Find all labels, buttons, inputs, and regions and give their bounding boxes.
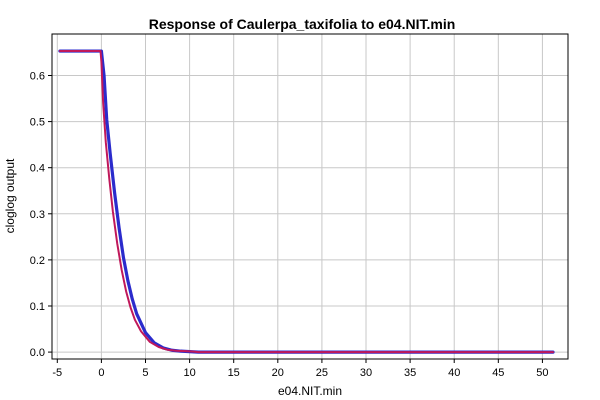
chart-title: Response of Caulerpa_taxifolia to e04.NI… xyxy=(149,16,456,32)
plot-frame xyxy=(51,33,569,360)
x-tick-label: 40 xyxy=(448,367,460,379)
x-tick-label: 30 xyxy=(360,367,372,379)
y-axis-ticks: 0.0 0.1 0.2 0.3 0.4 0.5 0.6 xyxy=(30,70,52,359)
series-layer xyxy=(58,49,555,354)
plot-area xyxy=(52,34,568,359)
y-tick-label: 0.4 xyxy=(30,163,45,175)
series-line-1 xyxy=(58,50,555,354)
x-tick-label: 10 xyxy=(183,367,195,379)
y-tick-label: 0.2 xyxy=(30,255,45,267)
y-tick-label: 0.1 xyxy=(30,301,45,313)
x-axis-label: e04.NIT.min xyxy=(278,384,342,398)
x-tick-label: 0 xyxy=(98,367,104,379)
x-tick-label: -5 xyxy=(52,367,62,379)
x-axis-ticks: -5 0 5 10 15 20 25 30 35 40 45 50 xyxy=(52,359,549,379)
x-tick-label: 25 xyxy=(316,367,328,379)
x-tick-label: 45 xyxy=(492,367,504,379)
x-gridlines xyxy=(56,34,543,359)
y-tick-label: 0.5 xyxy=(30,117,45,129)
y-tick-label: 0.6 xyxy=(30,70,45,82)
x-tick-label: 50 xyxy=(536,367,548,379)
x-tick-label: 20 xyxy=(272,367,284,379)
y-tick-label: 0.3 xyxy=(30,209,45,221)
x-tick-label: 5 xyxy=(142,367,148,379)
y-axis-label: cloglog output xyxy=(3,158,17,233)
y-tick-label: 0.0 xyxy=(30,347,45,359)
x-tick-label: 35 xyxy=(404,367,416,379)
x-tick-label: 15 xyxy=(228,367,240,379)
